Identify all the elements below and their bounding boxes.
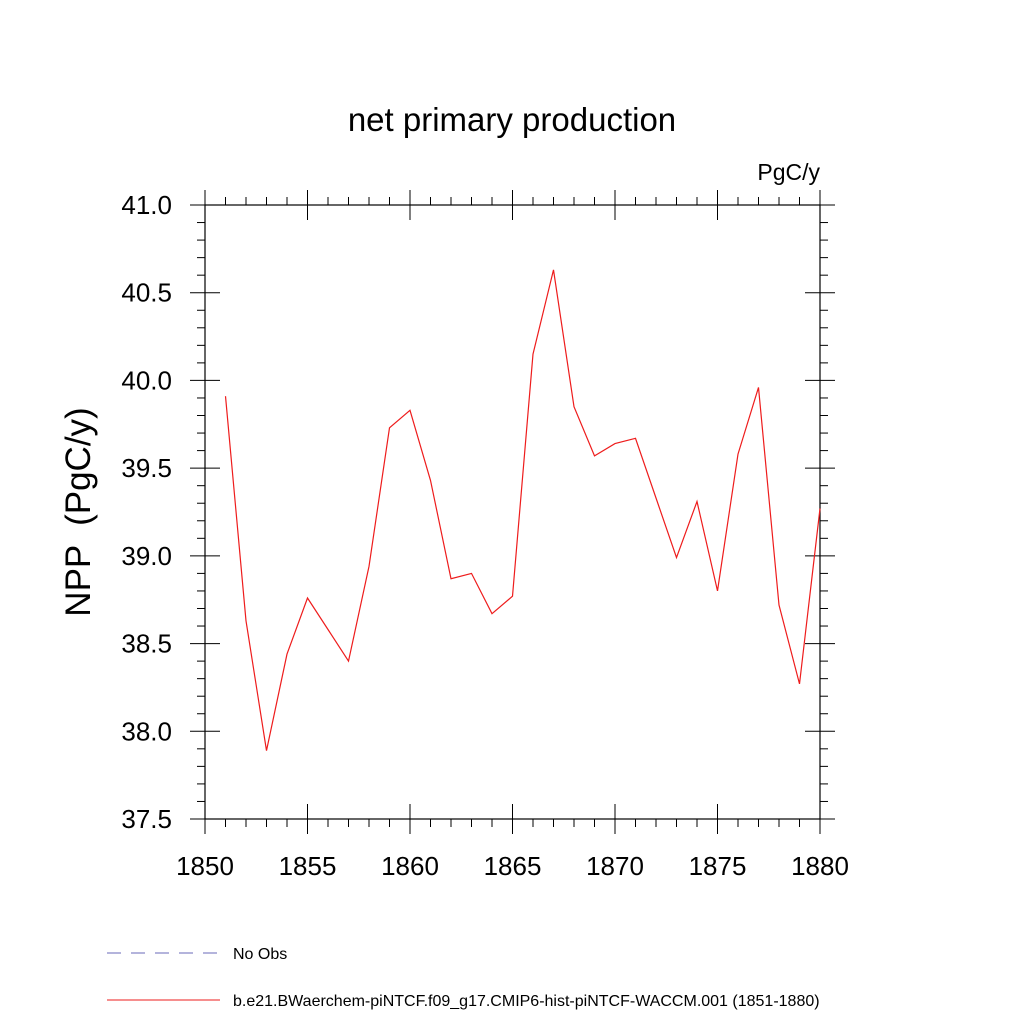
x-tick-label: 1870 [586,851,644,881]
series-line [224,269,821,751]
y-tick-label: 38.5 [121,629,172,659]
series-lines [224,269,821,751]
y-tick-label: 38.0 [121,716,172,746]
x-tick-label: 1875 [689,851,747,881]
axis-ticks: 1850 1855 1860 1865 1870 1875 1880 37.5 38.0 38.5… [121,190,849,881]
chart-title: net primary production [348,101,676,138]
y-tick-label: 41.0 [121,190,172,220]
y-tick-label: 40.5 [121,278,172,308]
x-tick-label: 1880 [791,851,849,881]
y-tick-label: 39.5 [121,453,172,483]
x-tick-label: 1855 [279,851,337,881]
y-tick-label: 40.0 [121,365,172,395]
y-tick-label: 39.0 [121,541,172,571]
plot-frame [204,204,821,820]
legend-label: b.e21.BWaerchem-piNTCF.f09_g17.CMIP6-his… [233,993,820,1010]
legend: No Obs b.e21.BWaerchem-piNTCF.f09_g17.CMI… [107,946,820,1010]
x-tick-label: 1850 [176,851,234,881]
x-tick-label: 1860 [381,851,439,881]
x-tick-label: 1865 [484,851,542,881]
y-tick-label: 37.5 [121,804,172,834]
y-axis-label: NPP (PgC/y) [59,407,98,616]
legend-label: No Obs [233,946,287,963]
units-label: PgC/y [757,159,820,185]
